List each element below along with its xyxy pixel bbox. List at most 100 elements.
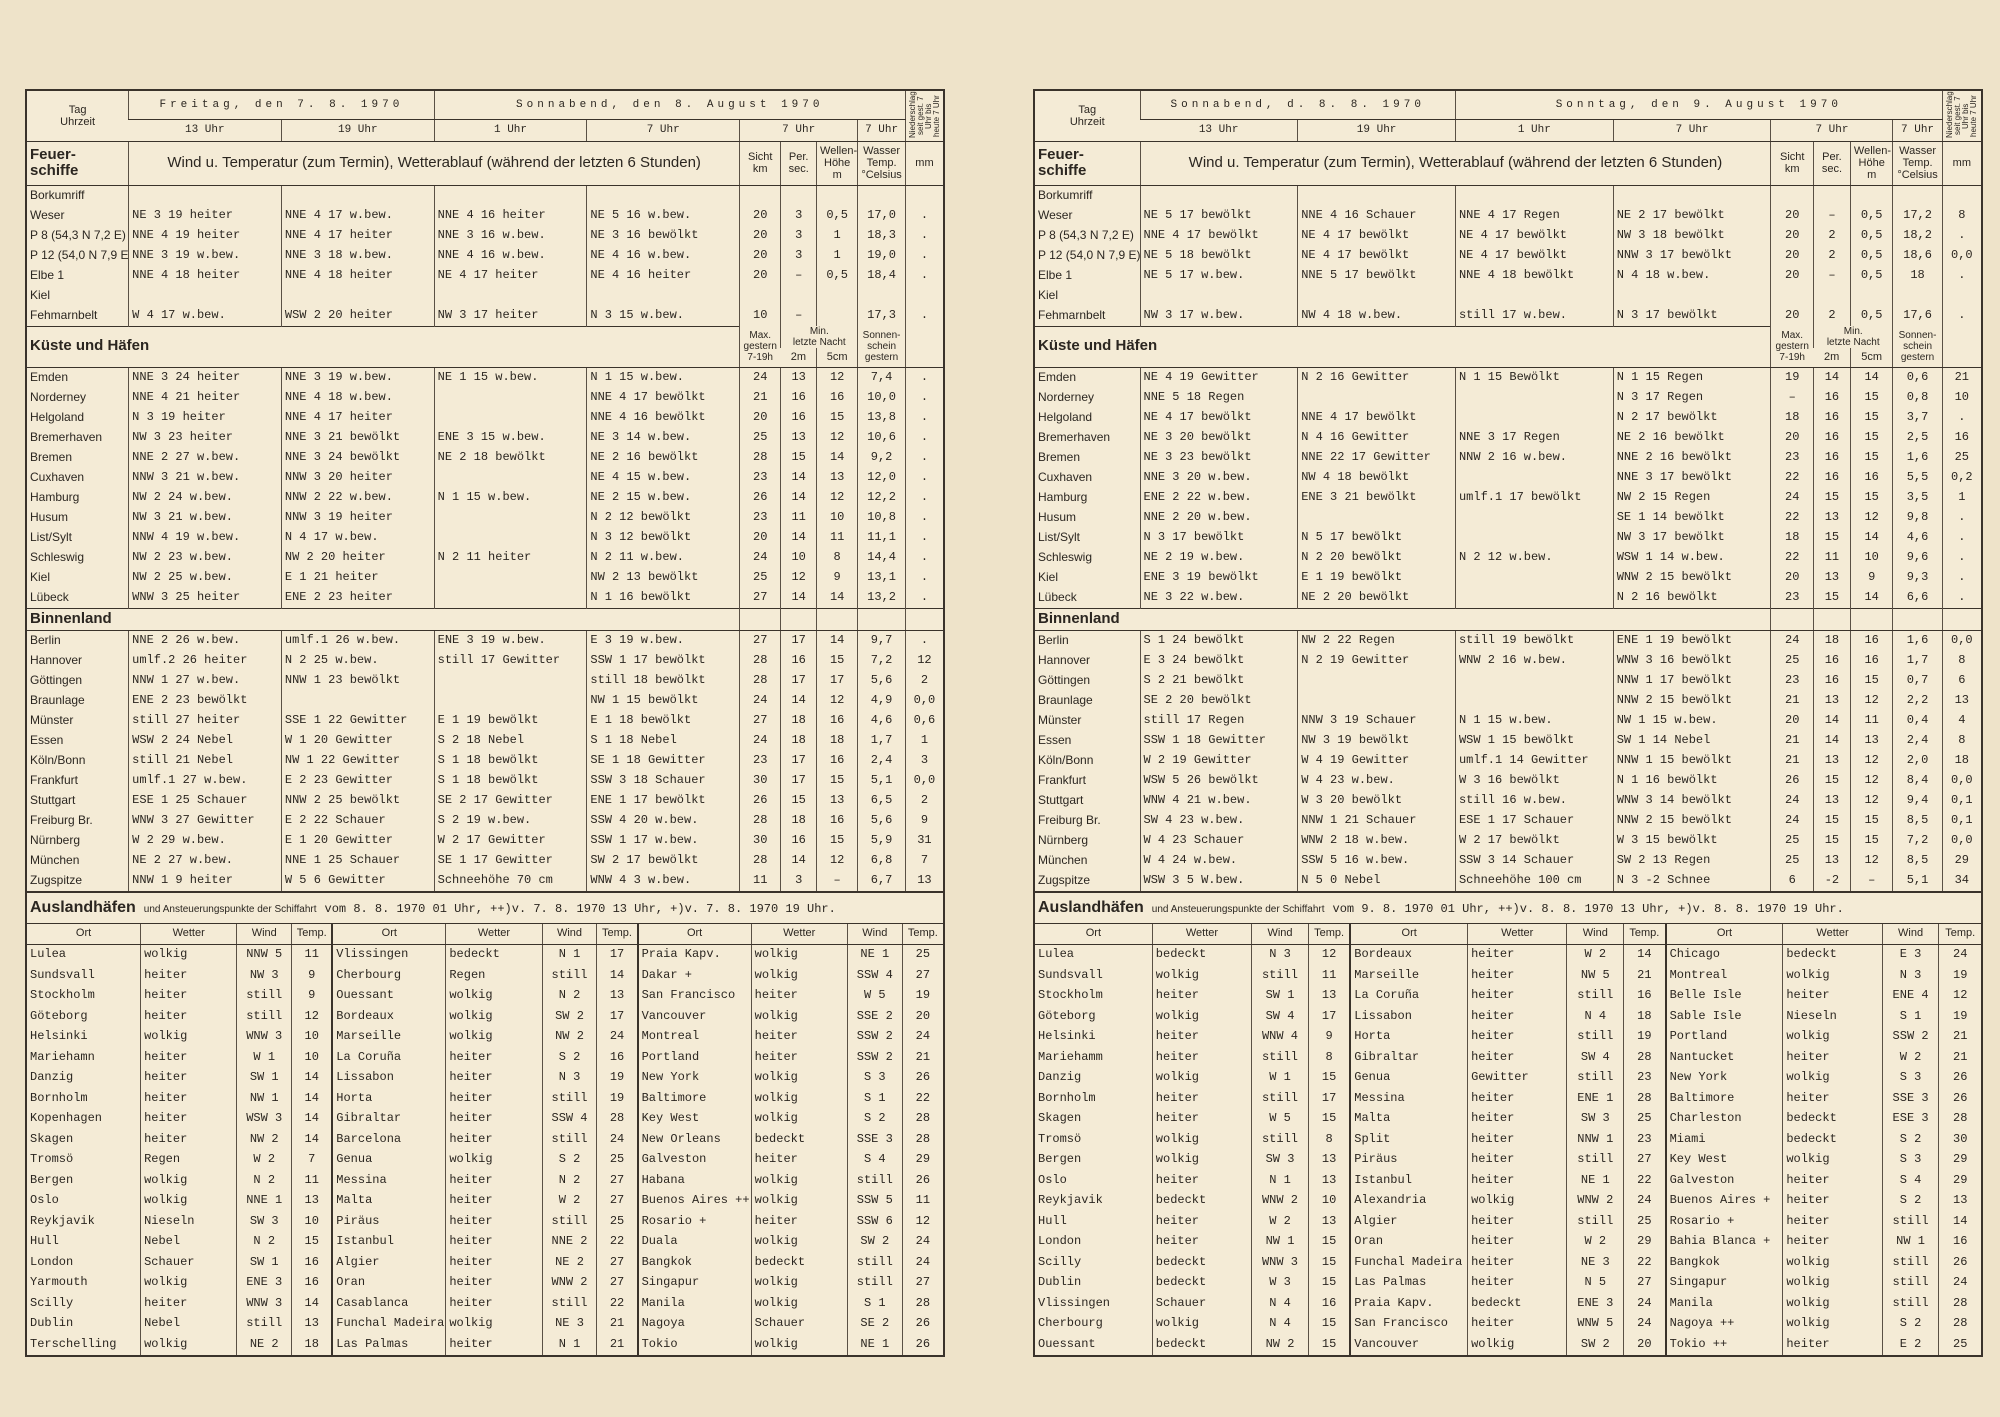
weather: wolkig [750,1272,848,1293]
value: 9 [904,810,943,831]
value: 4 [1941,710,1981,731]
observation: NNE 4 17 Regen [1454,205,1614,226]
section-label: Feuer- schiffe [27,141,129,186]
observation: SE 1 17 Gewitter [433,850,587,871]
weather: heiter [140,965,237,986]
weather: heiter [1151,1047,1252,1068]
station: Berlin [1038,632,1069,647]
observation: NNE 4 16 w.bew. [433,245,587,266]
observation: NNW 2 15 bewölkt [1612,810,1771,831]
weather: heiter [140,1088,237,1109]
wind: WNW 3 [236,1293,292,1314]
wind: W 3 [1251,1272,1309,1293]
temperature: 28 [901,1293,943,1314]
observation: umlf.1 27 w.bew. [128,770,282,791]
weather: wolkig [750,1088,848,1109]
value: 16 [816,810,858,831]
weather: heiter [1782,1211,1883,1232]
wind: S 2 [1881,1313,1939,1334]
station: P 8 (54,3 N 7,2 E) [1038,227,1134,242]
station: P 12 (54,0 N 7,9 E) [30,247,129,262]
station: Schleswig [1038,549,1093,564]
observation: NNE 3 19 w.bew. [280,367,435,388]
port-row: Dublin Nebel still 13 Funchal Madeira wolkig N… [27,1313,943,1334]
observation: NW 2 23 w.bew. [128,547,282,568]
blank-header [739,607,781,631]
port: Mariehamn [30,1049,95,1064]
wind: SSW 5 [846,1190,903,1211]
observation [1297,670,1456,691]
value: 2 [1813,305,1851,326]
value: 11,1 [857,527,906,548]
temperature: 15 [1307,1334,1351,1355]
observation: NNW 3 21 w.bew. [128,467,282,488]
wind: NNW 1 [1566,1129,1624,1150]
port: Göteborg [30,1008,88,1023]
weather: heiter [750,1047,848,1068]
observation: umlf.1 26 w.bew. [280,630,435,651]
observation: NNW 2 25 bewölkt [280,790,435,811]
port-row: London Schauer SW 1 16 Algier heiter NE 2 27 Ban… [27,1252,943,1273]
section-subheader: 2m 5cm [27,348,943,368]
port: Piräus [331,1211,446,1232]
value: 9,2 [857,447,906,468]
section-header: Binnenland [27,607,943,631]
port: Buenos Aires ++ [636,1190,752,1211]
wind: SSE 2 [846,1006,903,1027]
station-row: Norderney NNE 5 18 Regen N 3 17 Regen –16 15… [1035,387,1981,408]
value: 14 [1813,710,1851,731]
weather: Nieseln [1782,1006,1883,1027]
port: Danzig [30,1070,74,1085]
observation: N 4 17 w.bew. [280,527,435,548]
column-header: Min. letzte Nacht [780,326,858,348]
temperature: 10 [291,1211,333,1232]
value: 25 [1770,650,1814,671]
wind: NW 2 [1251,1334,1309,1355]
observation: SSW 1 17 bewölkt [586,650,740,671]
weather: wolkig [1151,1006,1252,1027]
value: 9,3 [1892,567,1943,588]
port: Vlissingen [1038,1295,1111,1310]
observation: still 17 Regen [1139,710,1298,731]
port-row: Sundsvall heiter NW 3 9 Cherbourg Regen still 1… [27,965,943,986]
value: 14 [780,587,817,608]
wind: still [1566,1149,1624,1170]
foreign-ports-body: Auslandhäfen und Ansteuerungspunkte der S… [27,891,943,1355]
value: 12,0 [857,467,906,488]
value: 16 [1813,670,1851,691]
wind: S 2 [1881,1129,1939,1150]
temperature: 29 [1938,1149,1981,1170]
observation [280,285,435,306]
section-label: Binnenland [1035,607,1771,631]
observation: WSW 1 14 w.bew. [1612,547,1771,568]
value: 14,4 [857,547,906,568]
column-header: Ort [1664,923,1783,945]
port-row: Göteborg wolkig SW 4 17 Lissabon heiter N 4 18 S… [1035,1006,1981,1027]
observation: NNE 4 17 bewölkt [1297,407,1456,428]
station: Hamburg [1038,489,1088,504]
port-row: Dublin bedeckt W 3 15 Las Palmas heiter N 5 27 S… [1035,1272,1981,1293]
value: 0,0 [1941,830,1981,851]
observation [1139,185,1298,206]
observation: SE 2 20 bewölkt [1139,690,1298,711]
wind: NW 2 [541,1026,597,1047]
column-header: Ort [1035,923,1153,945]
temperature: 26 [901,1067,943,1088]
column-header: Per. sec. [1813,141,1851,186]
port-row: Mariehamm heiter still 8 Gibraltar heiter SW 4… [1035,1047,1981,1068]
value: . [1941,527,1981,548]
column-header: Ort [331,923,446,945]
temperature: 20 [1623,1334,1666,1355]
temperature: 15 [1307,1272,1351,1293]
weather: wolkig [750,1170,848,1191]
station-row: Elbe 1 NNE 4 18 heiter NNE 4 18 heiter NE 4… [27,265,943,286]
value: – [1813,205,1851,226]
value: 15 [1849,810,1893,831]
observation: NW 3 21 w.bew. [128,507,282,528]
weather: heiter [750,1211,848,1232]
weather: heiter [140,1067,237,1088]
value: 18 [1770,407,1814,428]
observation: NNE 4 16 bewölkt [586,407,740,428]
